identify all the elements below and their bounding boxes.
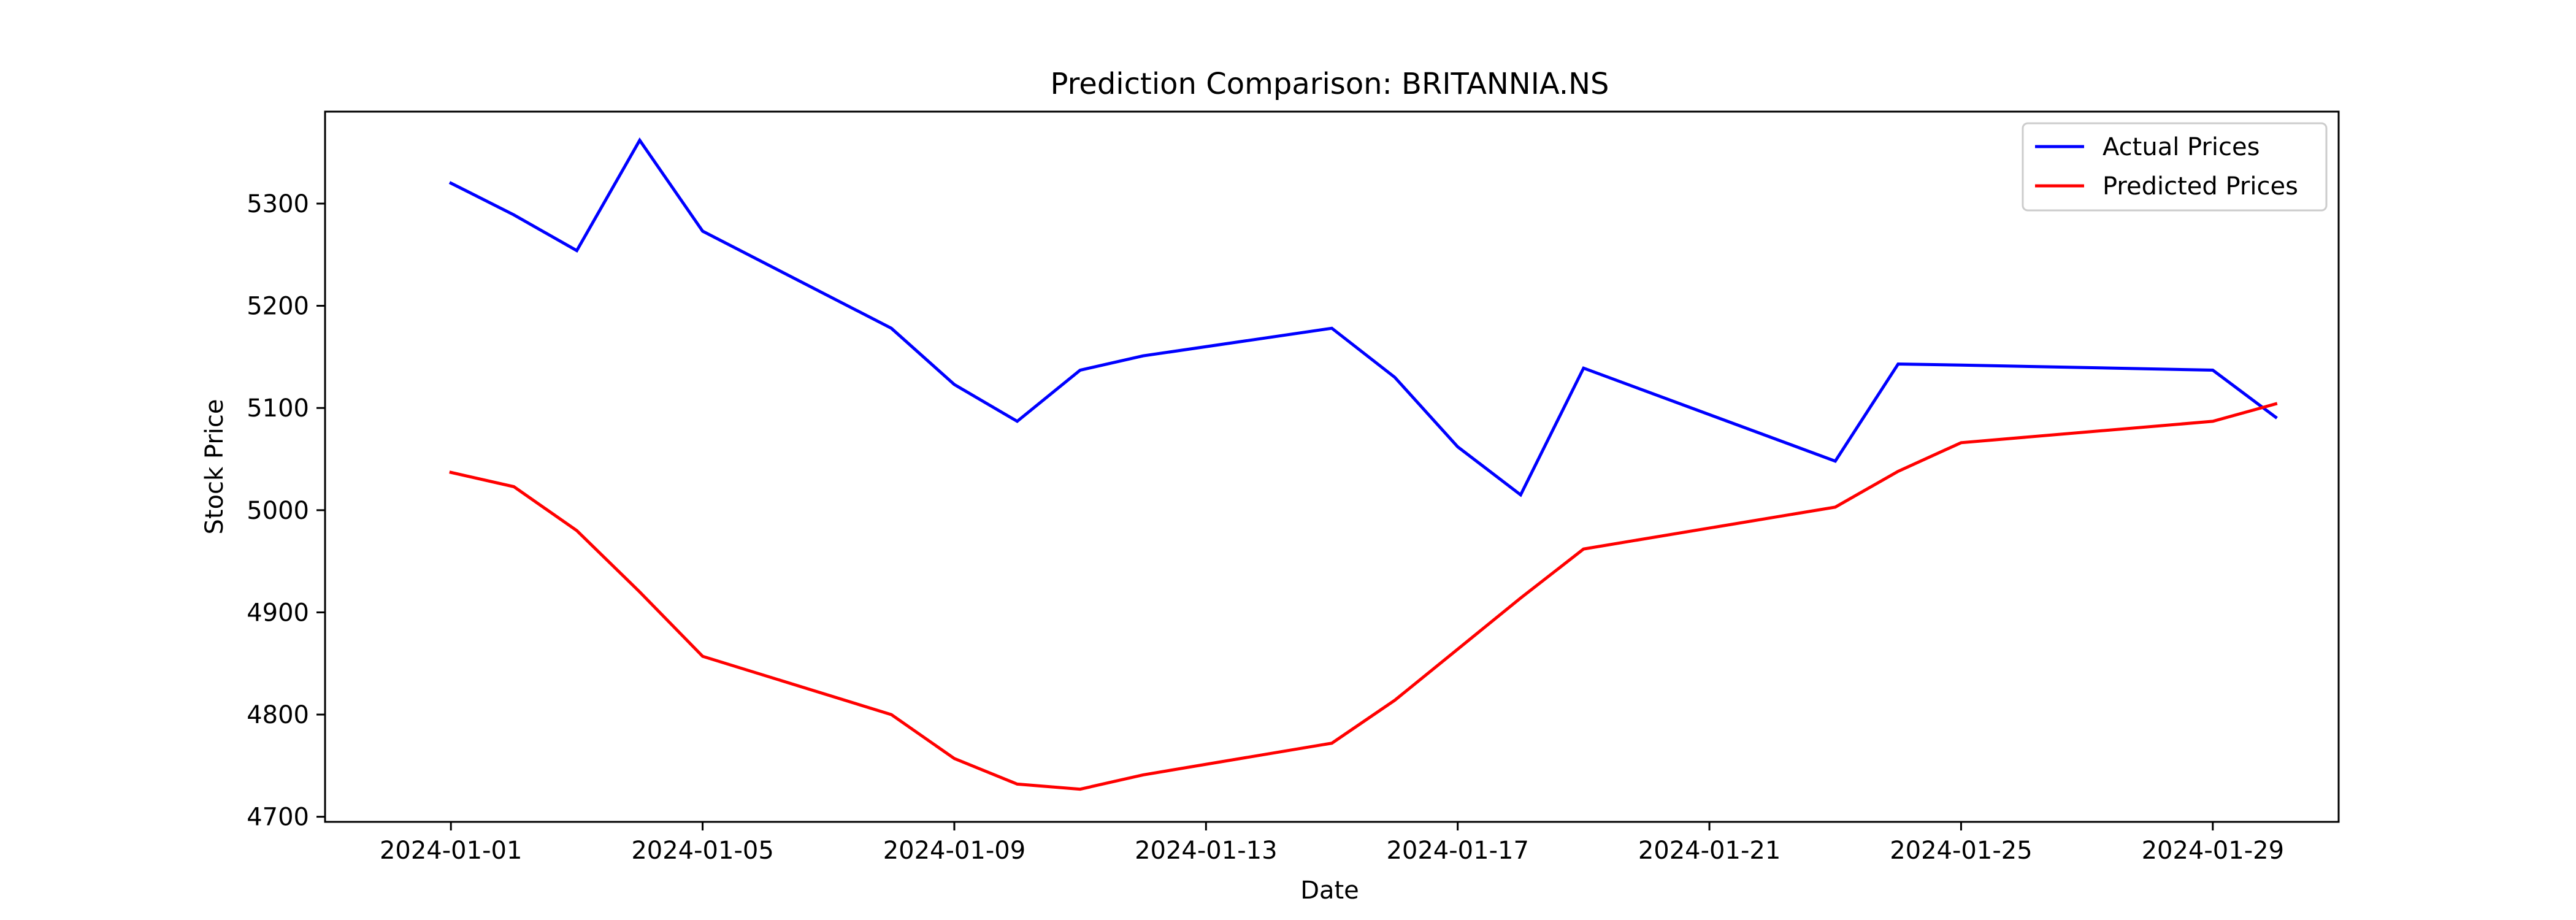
legend-label: Predicted Prices [2103, 172, 2298, 201]
y-axis-label: Stock Price [201, 399, 229, 535]
y-tick-label: 5300 [247, 190, 309, 218]
y-tick-label: 5200 [247, 293, 309, 321]
x-axis-label: Date [1300, 876, 1359, 905]
x-axis: 2024-01-01 2024-01-05 2024-01-09 2024-01-13… [380, 822, 2284, 865]
y-tick-label: 4700 [247, 803, 309, 832]
x-tick-label: 2024-01-05 [631, 837, 773, 865]
x-tick-label: 2024-01-01 [380, 837, 522, 865]
series-line-predicted [449, 402, 2278, 791]
series-layer [448, 137, 2278, 791]
legend-label: Actual Prices [2103, 133, 2260, 161]
chart-title: Prediction Comparison: BRITANNIA.NS [1051, 67, 1609, 101]
x-tick-label: 2024-01-17 [1386, 837, 1528, 865]
x-tick-label: 2024-01-09 [883, 837, 1025, 865]
x-tick-label: 2024-01-25 [1890, 837, 2032, 865]
plot-frame [324, 110, 2340, 823]
y-tick-label: 5100 [247, 394, 309, 423]
legend: Actual Prices Predicted Prices [2022, 122, 2328, 212]
x-tick-label: 2024-01-13 [1135, 837, 1277, 865]
y-tick-label: 4900 [247, 599, 309, 627]
y-axis: 4700 4800 4900 5000 5100 5200 5300 [247, 190, 325, 832]
series-line-actual [448, 137, 2278, 497]
x-tick-label: 2024-01-21 [1638, 837, 1781, 865]
y-tick-label: 5000 [247, 497, 309, 525]
x-tick-label: 2024-01-29 [2142, 837, 2284, 865]
legend-box [2022, 122, 2328, 212]
y-tick-label: 4800 [247, 701, 309, 729]
